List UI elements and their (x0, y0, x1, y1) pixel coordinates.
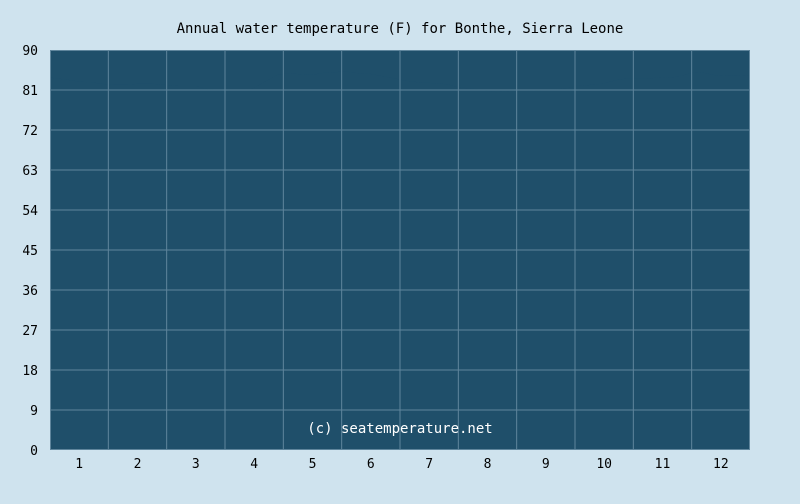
x-tick-label: 3 (192, 457, 200, 472)
x-tick-label: 10 (596, 457, 612, 472)
x-tick-label: 11 (655, 457, 671, 472)
x-tick-label: 9 (542, 457, 550, 472)
x-tick-label: 5 (309, 457, 317, 472)
y-tick-label: 0 (30, 444, 38, 459)
y-tick-label: 36 (22, 284, 38, 299)
x-tick-label: 7 (425, 457, 433, 472)
y-tick-label: 90 (22, 44, 38, 59)
x-tick-label: 1 (75, 457, 83, 472)
x-tick-label: 4 (250, 457, 258, 472)
x-tick-label: 6 (367, 457, 375, 472)
y-tick-label: 9 (30, 404, 38, 419)
chart-title: Annual water temperature (F) for Bonthe,… (177, 21, 624, 37)
y-tick-label: 54 (22, 204, 38, 219)
x-tick-label: 8 (484, 457, 492, 472)
y-tick-label: 27 (22, 324, 38, 339)
y-axis-ticks: 0 9 18 27 36 45 54 63 72 81 90 (22, 44, 38, 459)
y-tick-label: 18 (22, 364, 38, 379)
x-tick-label: 2 (134, 457, 142, 472)
grid-lines (50, 50, 750, 450)
x-axis-ticks: 1 2 3 4 5 6 7 8 9 10 11 12 (75, 457, 728, 472)
y-tick-label: 63 (22, 164, 38, 179)
y-tick-label: 72 (22, 124, 38, 139)
y-tick-label: 45 (22, 244, 38, 259)
watermark-text: (c) seatemperature.net (307, 421, 492, 437)
plot-border (50, 50, 750, 450)
y-tick-label: 81 (22, 84, 38, 99)
x-tick-label: 12 (713, 457, 729, 472)
